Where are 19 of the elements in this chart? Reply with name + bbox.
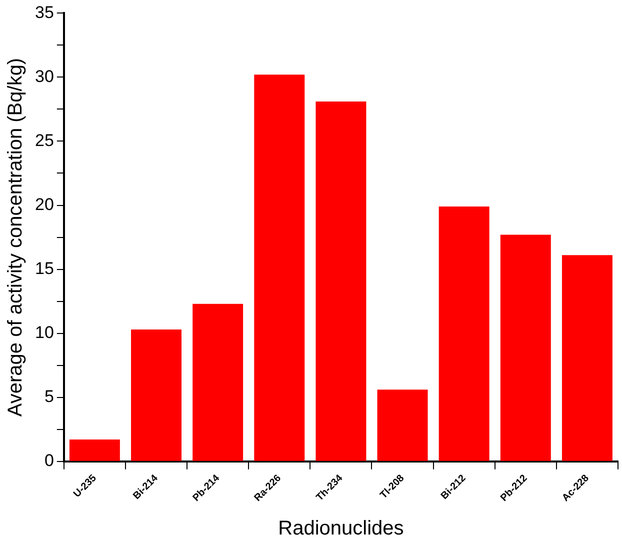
bar: [316, 102, 366, 461]
y-tick-label: 15: [34, 258, 54, 278]
y-tick-label: 20: [34, 194, 54, 214]
x-axis-title: Radionuclides: [278, 518, 404, 540]
y-tick-label: 25: [34, 130, 54, 150]
y-tick-label: 30: [34, 66, 54, 86]
bar: [131, 329, 182, 461]
bar: [562, 255, 612, 461]
bar: [438, 206, 490, 461]
y-tick-label: 5: [44, 386, 54, 406]
bar: [377, 390, 428, 461]
y-axis-title: Average of activity concentration (Bq/kg): [4, 58, 27, 417]
y-tick-label: 0: [44, 451, 54, 470]
y-tick-label: 35: [34, 2, 54, 22]
y-tick-label: 10: [34, 322, 54, 342]
bar: [69, 440, 120, 461]
bar: [500, 234, 551, 461]
bar: [254, 74, 305, 461]
bar: [192, 304, 244, 461]
